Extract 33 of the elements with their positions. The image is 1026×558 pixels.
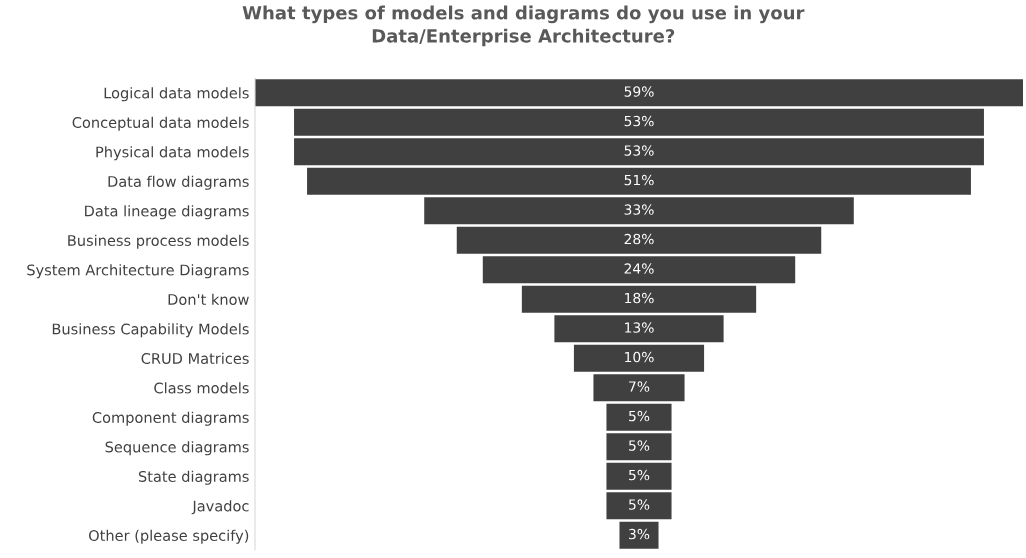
- data-label: 53%: [624, 145, 654, 156]
- category-label: Component diagrams: [92, 411, 249, 426]
- data-label: 10%: [625, 351, 654, 363]
- category-label: Logical data models: [104, 87, 249, 102]
- data-label: 24%: [624, 263, 654, 274]
- category-label: Other (please specify): [89, 529, 249, 544]
- category-label: Sequence diagrams: [105, 441, 249, 456]
- category-label: Business Capability Models: [52, 323, 249, 338]
- category-label: Don't know: [168, 293, 249, 305]
- category-label: System Architecture Diagrams: [27, 264, 249, 279]
- category-label: Javadoc: [191, 500, 249, 515]
- text: What types of models and diagrams do you use in your Data/Enterprise Architecture?: [242, 5, 805, 47]
- data-label: 5%: [629, 410, 650, 422]
- category-label: Physical data models: [96, 146, 249, 161]
- data-label: 28%: [624, 233, 654, 245]
- data-label: 33%: [624, 204, 654, 215]
- data-label: 5%: [629, 469, 650, 481]
- category-label: Data lineage diagrams: [85, 205, 249, 220]
- category-label: Business process models: [68, 234, 249, 249]
- data-label: 51%: [624, 174, 654, 186]
- category-label: State diagrams: [138, 470, 249, 485]
- category-label: CRUD Matrices: [141, 352, 249, 364]
- data-label: 13%: [625, 322, 654, 333]
- category-label: Conceptual data models: [72, 116, 249, 131]
- data-label: 5%: [629, 440, 650, 451]
- data-label: 18%: [625, 292, 654, 304]
- category-label: Data flow diagrams: [108, 175, 249, 190]
- data-label: 5%: [629, 499, 650, 510]
- data-label: 7%: [629, 381, 650, 392]
- category-label: Class models: [154, 382, 249, 394]
- data-label: 53%: [624, 115, 654, 127]
- data-label: 59%: [624, 86, 654, 97]
- data-label: 3%: [629, 528, 650, 540]
